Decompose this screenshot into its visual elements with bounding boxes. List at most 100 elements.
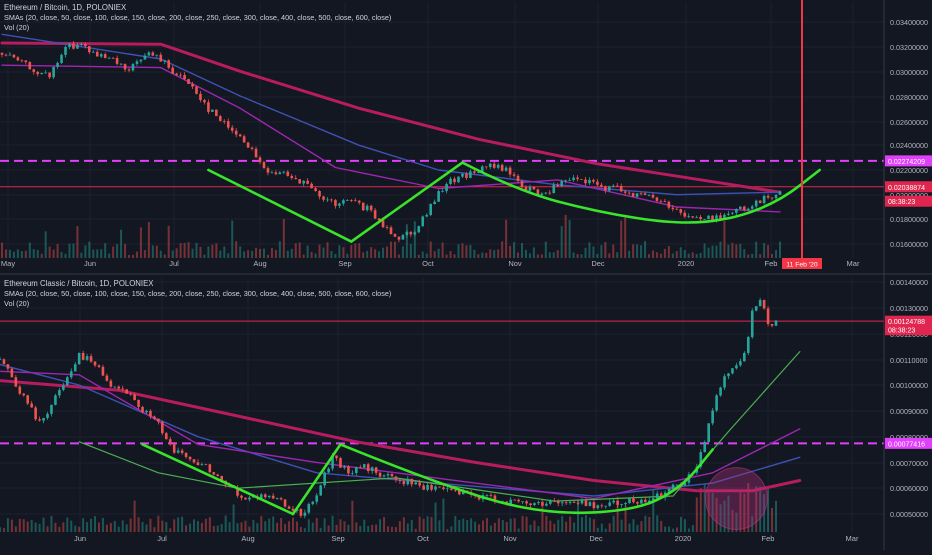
volume-bar bbox=[109, 523, 112, 532]
sma-line bbox=[0, 41, 782, 194]
volume-bar bbox=[517, 528, 520, 532]
volume-bar bbox=[552, 252, 555, 258]
candle-body bbox=[334, 200, 337, 206]
candle-body bbox=[366, 464, 370, 472]
volume-bar bbox=[520, 243, 523, 258]
price-badge bbox=[885, 437, 932, 449]
candle-body bbox=[373, 210, 377, 219]
volume-bar bbox=[604, 242, 607, 258]
volume-bar bbox=[699, 487, 702, 532]
volume-bar bbox=[425, 253, 428, 258]
target-date-badge bbox=[782, 258, 822, 269]
candle-body bbox=[199, 93, 202, 101]
cup-curve[interactable] bbox=[461, 161, 821, 224]
volume-bar bbox=[691, 525, 694, 532]
candle-body bbox=[715, 215, 718, 221]
candle-body bbox=[608, 186, 611, 191]
candle-body bbox=[584, 500, 588, 506]
volume-bar bbox=[600, 245, 603, 258]
volume-bar bbox=[204, 518, 207, 532]
candle-body bbox=[683, 212, 687, 217]
candle-body bbox=[10, 368, 14, 378]
candle-body bbox=[196, 462, 200, 466]
candle-body bbox=[85, 356, 89, 360]
volume-bar bbox=[143, 250, 146, 258]
volume-bar bbox=[470, 518, 473, 532]
candle-body bbox=[604, 505, 608, 507]
candle-body bbox=[62, 385, 65, 390]
volume-bar bbox=[608, 523, 611, 532]
volume-bar bbox=[48, 246, 51, 258]
volume-bar bbox=[413, 221, 416, 258]
candle-body bbox=[627, 192, 631, 194]
candle-body bbox=[513, 499, 516, 501]
volume-bar bbox=[564, 214, 567, 258]
volume-bar bbox=[588, 517, 591, 532]
volume-bar bbox=[537, 526, 540, 532]
candle-body bbox=[580, 179, 583, 180]
volume-bar bbox=[363, 519, 366, 532]
volume-bar bbox=[362, 252, 365, 258]
candle-body bbox=[405, 231, 409, 236]
rise-line[interactable] bbox=[350, 161, 464, 243]
cup-curve[interactable] bbox=[339, 443, 714, 515]
volume-bar bbox=[667, 246, 670, 258]
candle-body bbox=[413, 232, 417, 235]
volume-bar bbox=[343, 521, 346, 532]
volume-bar bbox=[189, 523, 192, 532]
candle-body bbox=[111, 57, 115, 59]
candle-body bbox=[414, 482, 418, 485]
candle-body bbox=[727, 373, 730, 377]
candle-body bbox=[355, 467, 358, 473]
volume-bar bbox=[405, 224, 408, 258]
volume-bar bbox=[727, 244, 730, 258]
volume-bar bbox=[219, 250, 222, 258]
y-tick-label: 0.00060000 bbox=[890, 484, 928, 493]
candle-body bbox=[267, 495, 271, 498]
volume-bar bbox=[703, 484, 706, 532]
sma-line bbox=[0, 363, 801, 497]
candle-body bbox=[774, 320, 778, 326]
volume-bar bbox=[636, 525, 639, 532]
candle-body bbox=[105, 375, 109, 381]
volume-bar bbox=[608, 253, 611, 258]
volume-bar bbox=[723, 500, 726, 532]
candle-body bbox=[0, 52, 4, 55]
y-tick-label: 0.00110000 bbox=[890, 356, 927, 365]
volume-bar bbox=[145, 524, 148, 532]
candle-body bbox=[437, 191, 440, 202]
x-tick-label: Oct bbox=[422, 259, 435, 268]
volume-bar bbox=[203, 254, 206, 258]
volume-bar bbox=[175, 248, 178, 258]
volume-bar bbox=[695, 253, 698, 258]
rise-line[interactable] bbox=[291, 443, 342, 516]
volume-bar bbox=[137, 517, 140, 532]
x-tick-label: 2020 bbox=[675, 534, 692, 543]
candle-body bbox=[46, 413, 49, 419]
candle-body bbox=[425, 214, 429, 217]
volume-bar bbox=[339, 519, 342, 532]
volume-bar bbox=[640, 521, 643, 532]
volume-bar bbox=[703, 243, 706, 258]
decline-line[interactable] bbox=[141, 443, 295, 516]
candle-body bbox=[465, 173, 468, 178]
volume-bar bbox=[577, 500, 580, 532]
volume-bar bbox=[50, 515, 53, 532]
chart-title: Ethereum / Bitcoin, 1D, POLONIEX bbox=[4, 3, 127, 12]
volume-bar bbox=[34, 522, 37, 532]
decline-line[interactable] bbox=[207, 168, 353, 243]
highlight-circle[interactable] bbox=[704, 467, 768, 530]
x-tick-label: Sep bbox=[338, 259, 351, 268]
volume-bar bbox=[147, 222, 150, 258]
candle-body bbox=[155, 54, 159, 56]
volume-bar bbox=[155, 245, 158, 258]
candle-body bbox=[80, 43, 83, 45]
volume-bar bbox=[302, 254, 305, 258]
volume-bar bbox=[450, 526, 453, 532]
candle-body bbox=[24, 60, 28, 63]
candle-body bbox=[208, 464, 212, 473]
candle-body bbox=[422, 485, 425, 490]
candle-body bbox=[592, 502, 596, 509]
candle-body bbox=[260, 494, 263, 499]
